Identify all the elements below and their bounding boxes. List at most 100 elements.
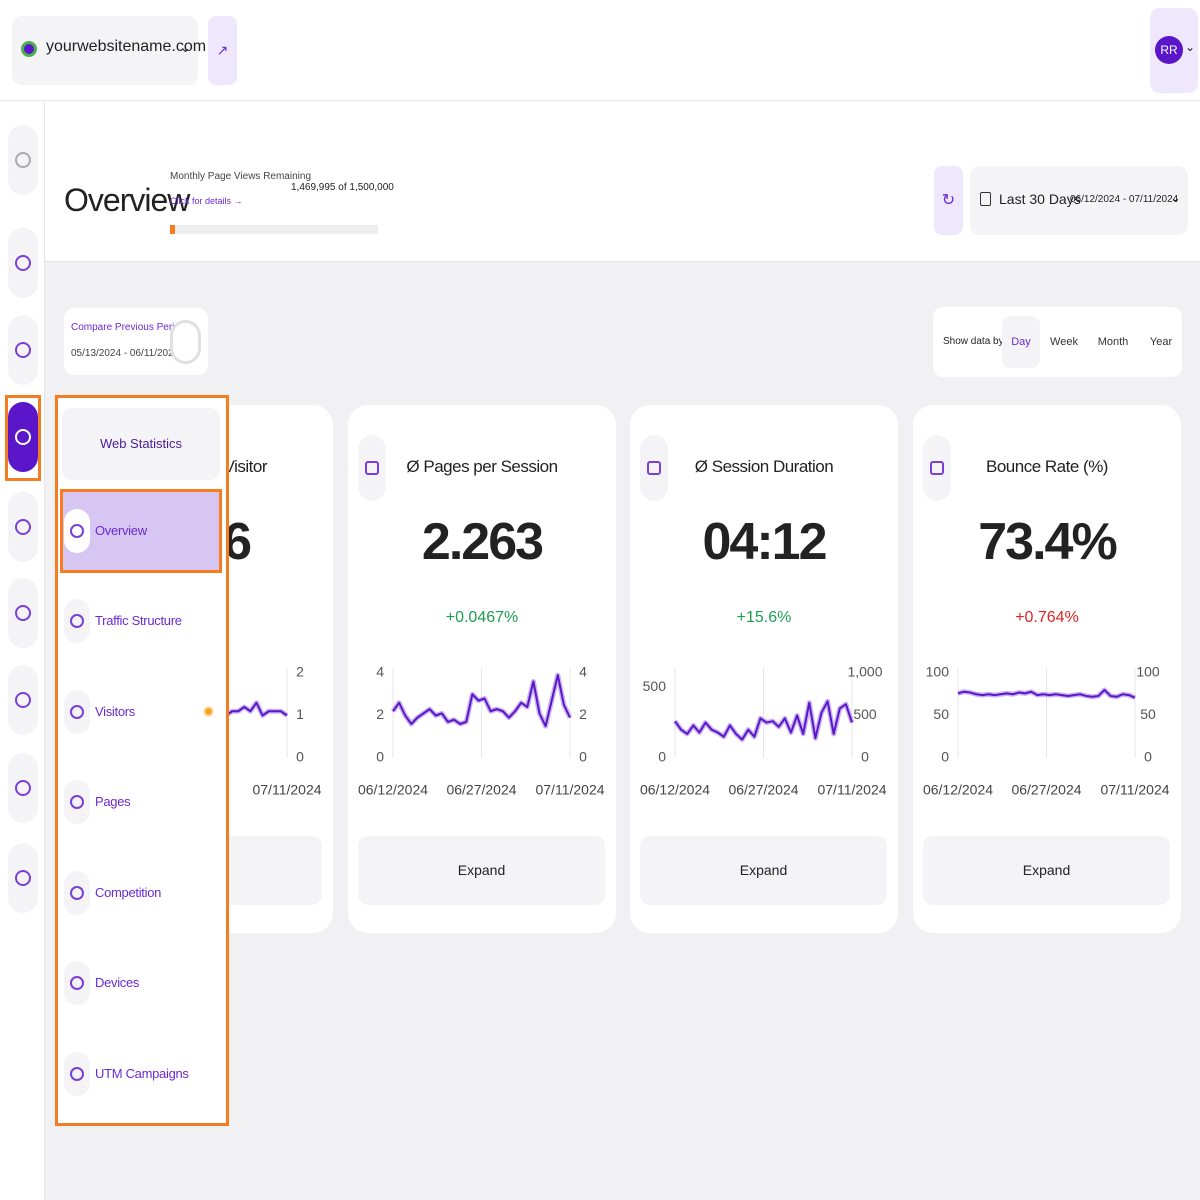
menu-item[interactable]: Traffic Structure bbox=[95, 613, 182, 628]
range-dates: 06/12/2024 - 07/11/2024 bbox=[1070, 194, 1179, 205]
menu-icon bbox=[70, 705, 84, 719]
rail-icon bbox=[15, 780, 31, 796]
expand-button[interactable]: Expand bbox=[640, 836, 887, 905]
rail-icon bbox=[15, 152, 31, 168]
x-tick-label: 06/27/2024 bbox=[446, 782, 516, 798]
line bbox=[392, 674, 571, 728]
quota-value: 1,469,995 of 1,500,000 bbox=[291, 182, 394, 193]
sparkline: 0 2 4 0 2 4 06/12/2024 06/27/2024 07/11/2024 bbox=[358, 664, 605, 798]
quota-bar bbox=[170, 225, 378, 234]
y-tick-label: 0 bbox=[861, 749, 869, 765]
y-tick-label: 50 bbox=[933, 706, 949, 722]
y-tick-label: 0 bbox=[941, 749, 949, 765]
refresh-button[interactable]: ↻ bbox=[934, 166, 963, 235]
chevron: ⌄ bbox=[1170, 190, 1181, 205]
y-tick-label: 1,000 bbox=[847, 664, 882, 680]
menu-item[interactable]: UTM Campaigns bbox=[95, 1066, 189, 1081]
x-tick-label: 06/27/2024 bbox=[1011, 782, 1081, 798]
menu-icon bbox=[70, 976, 84, 990]
compare-label: Compare Previous Period bbox=[71, 322, 186, 333]
y-tick-label: 4 bbox=[376, 664, 384, 680]
quota-label: Monthly Page Views Remaining bbox=[170, 171, 312, 182]
expand-button[interactable]: Expand bbox=[358, 836, 605, 905]
x-tick-label: 07/11/2024 bbox=[535, 782, 604, 798]
site-name: yourwebsitename.com bbox=[46, 38, 207, 55]
card-icon bbox=[923, 435, 951, 501]
x-tick-label: 06/12/2024 bbox=[358, 782, 428, 798]
card-title: Bounce Rate (%) bbox=[986, 457, 1108, 476]
granularity-option[interactable]: Week bbox=[1050, 336, 1078, 348]
card-change: +0.764% bbox=[1015, 609, 1079, 626]
x-tick-label: 07/11/2024 bbox=[252, 782, 321, 798]
date-range[interactable] bbox=[970, 166, 1188, 235]
granularity-option[interactable]: Month bbox=[1097, 336, 1129, 348]
card-title: Ø Pages per Session bbox=[406, 457, 558, 476]
y-tick-label: 1 bbox=[296, 706, 304, 722]
menu-item[interactable]: Competition bbox=[95, 885, 162, 900]
y-tick-label: 2 bbox=[376, 706, 384, 722]
card-value: 04:12 bbox=[702, 513, 828, 571]
menu-icon bbox=[70, 1067, 84, 1081]
x-tick-label: 06/27/2024 bbox=[728, 782, 798, 798]
chevron: ⌄ bbox=[180, 40, 191, 55]
card-icon-glyph bbox=[930, 461, 944, 475]
line bbox=[957, 689, 1136, 699]
card-title: Visitor bbox=[223, 457, 268, 476]
rail-icon bbox=[15, 692, 31, 708]
y-tick-label: 4 bbox=[579, 664, 587, 680]
rail-icon bbox=[15, 519, 31, 535]
avatar: RR bbox=[1155, 36, 1183, 64]
menu-icon bbox=[70, 524, 84, 538]
x-tick-label: 06/12/2024 bbox=[923, 782, 993, 798]
range-label: Last 30 Days bbox=[999, 191, 1081, 207]
y-tick-label: 2 bbox=[579, 706, 587, 722]
menu-badge bbox=[203, 706, 214, 717]
card-value: 2.263 bbox=[421, 513, 544, 571]
x-tick-label: 06/12/2024 bbox=[640, 782, 710, 798]
card-change: +0.0467% bbox=[445, 609, 519, 626]
y-tick-label: 0 bbox=[296, 749, 304, 765]
card-change: +15.6% bbox=[736, 609, 792, 626]
granularity-label: Show data by: bbox=[943, 336, 1007, 347]
card-icon bbox=[358, 435, 386, 501]
menu-icon bbox=[70, 795, 84, 809]
y-tick-label: 0 bbox=[658, 749, 666, 765]
menu-item[interactable]: Pages bbox=[95, 794, 131, 809]
card-value: 73.4% bbox=[978, 513, 1117, 571]
sparkline: 0 500 0 500 1,000 06/12/2024 06/27/2024 07/11/2… bbox=[640, 664, 887, 798]
quota-link[interactable]: Click for details → bbox=[170, 196, 243, 206]
y-tick-label: 500 bbox=[853, 706, 877, 722]
card-icon-glyph bbox=[365, 461, 379, 475]
y-tick-label: 0 bbox=[376, 749, 384, 765]
card-icon bbox=[640, 435, 668, 501]
rail-icon bbox=[15, 605, 31, 621]
rail-icon bbox=[15, 870, 31, 886]
granularity-option[interactable]: Year bbox=[1149, 336, 1173, 348]
compare-dates: 05/13/2024 - 06/11/2024 bbox=[71, 348, 180, 359]
expand-button[interactable]: Expand bbox=[923, 836, 1170, 905]
y-tick-label: 100 bbox=[926, 664, 950, 680]
card-title: Ø Session Duration bbox=[694, 457, 834, 476]
granularity-box bbox=[933, 307, 1182, 377]
page-title: Overview bbox=[64, 182, 190, 218]
menu-item[interactable]: Visitors bbox=[95, 704, 135, 719]
site-selector[interactable] bbox=[12, 16, 198, 85]
sparkline: 0 50 100 0 50 100 06/12/2024 06/27/2024 07/11/20… bbox=[923, 664, 1170, 798]
x-tick-label: 07/11/2024 bbox=[1100, 782, 1169, 798]
y-tick-label: 100 bbox=[1136, 664, 1160, 680]
site-icon bbox=[21, 41, 37, 57]
y-tick-label: 0 bbox=[579, 749, 587, 765]
granularity-option[interactable]: Day bbox=[1002, 316, 1040, 368]
compare-toggle[interactable] bbox=[170, 320, 201, 364]
menu-item[interactable]: Devices bbox=[95, 975, 140, 990]
chevron: ⌄ bbox=[1185, 40, 1196, 54]
menu-icon bbox=[70, 614, 84, 628]
top-bar bbox=[0, 0, 1200, 101]
line bbox=[674, 700, 853, 741]
y-tick-label: 2 bbox=[296, 664, 304, 680]
card-icon-glyph bbox=[647, 461, 661, 475]
rail-icon bbox=[15, 429, 31, 445]
menu-item[interactable]: Overview bbox=[95, 523, 147, 538]
external-link[interactable]: ↗ bbox=[208, 16, 237, 85]
